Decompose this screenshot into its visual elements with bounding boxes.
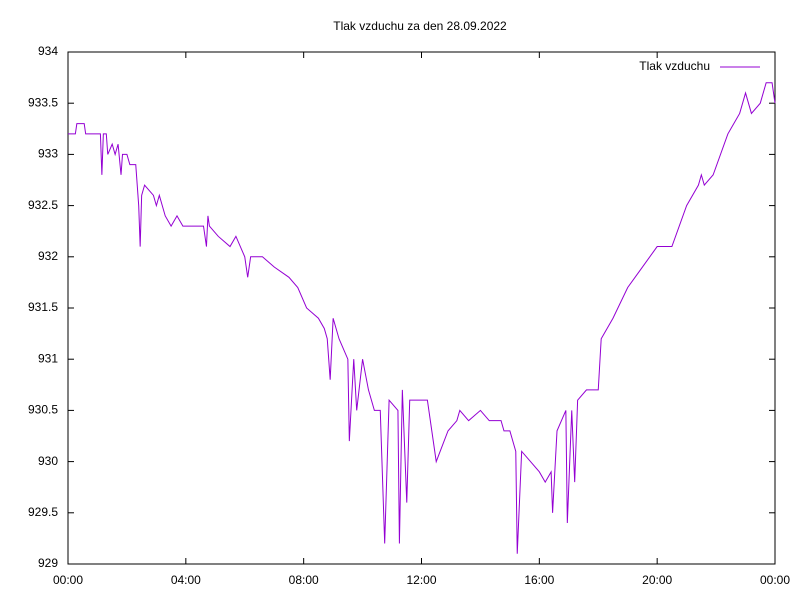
y-tick-label: 932: [38, 249, 58, 263]
y-tick-label: 930.5: [28, 403, 58, 417]
x-tick-label: 00:00: [53, 573, 83, 587]
y-tick-label: 931: [38, 351, 58, 365]
y-tick-label: 929: [38, 556, 58, 570]
legend-label: Tlak vzduchu: [639, 59, 710, 73]
x-tick-label: 00:00: [760, 573, 790, 587]
data-line: [68, 82, 776, 554]
y-tick-label: 932.5: [28, 198, 58, 212]
plot-frame: [67, 51, 776, 565]
y-tick-label: 931.5: [28, 300, 58, 314]
y-tick-label: 930: [38, 454, 58, 468]
x-tick-label: 04:00: [171, 573, 201, 587]
y-tick-label: 933.5: [28, 95, 58, 109]
x-tick-label: 16:00: [524, 573, 554, 587]
chart-title: Tlak vzduchu za den 28.09.2022: [333, 19, 507, 33]
x-tick-label: 20:00: [642, 573, 672, 587]
x-tick-label: 12:00: [406, 573, 436, 587]
y-tick-label: 933: [38, 147, 58, 161]
y-tick-label: 929.5: [28, 505, 58, 519]
y-tick-label: 934: [38, 44, 58, 58]
x-tick-label: 08:00: [289, 573, 319, 587]
